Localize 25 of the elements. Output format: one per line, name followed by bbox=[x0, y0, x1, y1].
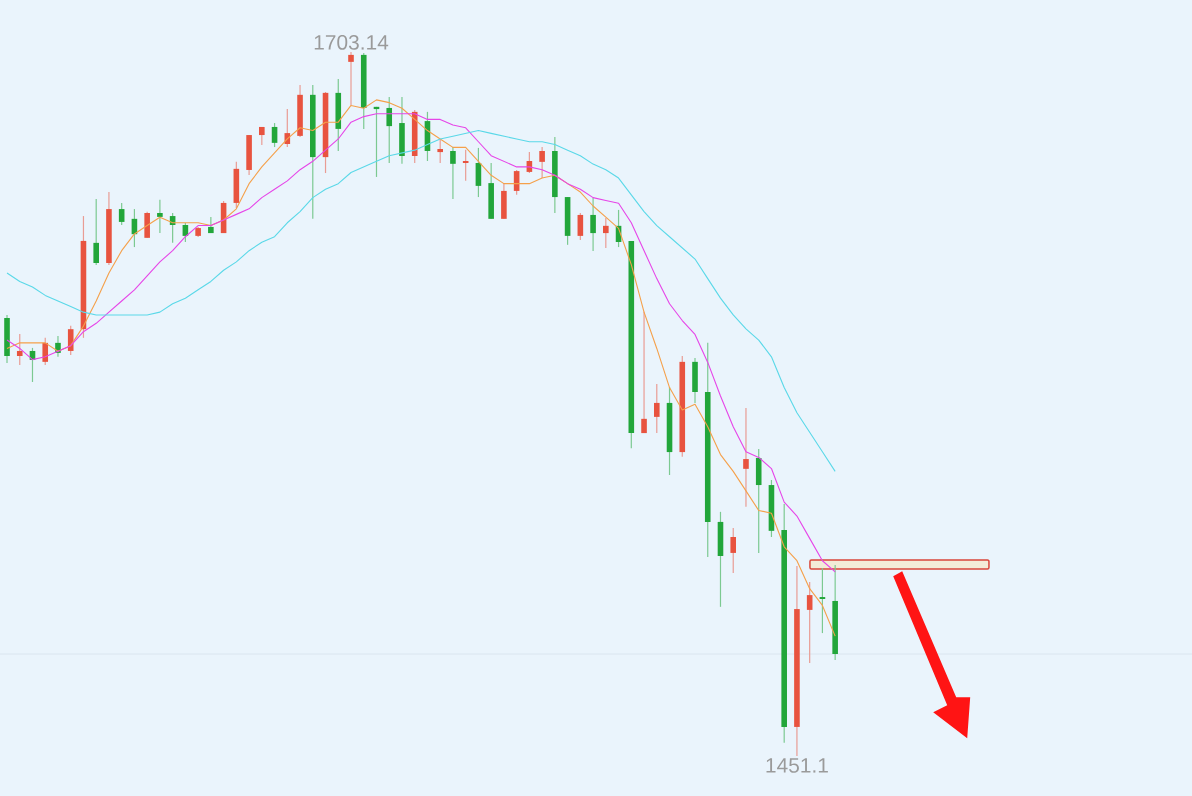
candlestick bbox=[743, 407, 749, 508]
annotation: 1451.1 bbox=[766, 758, 828, 773]
candlestick bbox=[348, 51, 354, 106]
candlestick bbox=[208, 216, 214, 234]
candlestick bbox=[653, 383, 660, 434]
candlestick bbox=[806, 581, 813, 664]
candlestick bbox=[641, 311, 647, 434]
candlestick bbox=[590, 197, 596, 252]
candlestick bbox=[386, 96, 393, 164]
candlestick bbox=[539, 146, 545, 179]
annotation: 1703.14 bbox=[314, 34, 389, 50]
candlestick bbox=[157, 199, 163, 234]
candlestick bbox=[603, 217, 609, 249]
candlestick bbox=[577, 212, 584, 241]
candlestick bbox=[271, 122, 278, 148]
candlestick bbox=[819, 567, 826, 634]
candlestick bbox=[730, 527, 737, 574]
candlestick bbox=[437, 139, 443, 164]
candlestick bbox=[450, 146, 456, 200]
candlestick bbox=[462, 149, 469, 182]
candlestick bbox=[67, 325, 74, 356]
candlestick bbox=[16, 333, 23, 366]
candlestick bbox=[118, 202, 125, 226]
candlestick bbox=[42, 337, 49, 366]
candlestick bbox=[93, 198, 99, 266]
